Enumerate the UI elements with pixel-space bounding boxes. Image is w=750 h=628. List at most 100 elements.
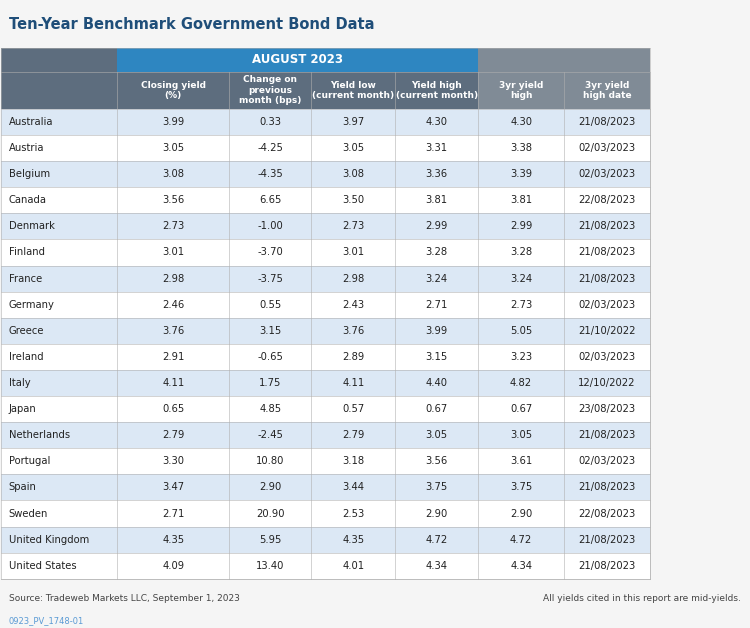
Text: Denmark: Denmark (9, 222, 55, 231)
Text: Netherlands: Netherlands (9, 430, 70, 440)
Text: 22/08/2023: 22/08/2023 (578, 509, 636, 519)
Text: 2.98: 2.98 (162, 274, 184, 284)
Text: Japan: Japan (9, 404, 37, 414)
Text: 0923_PV_1748-01: 0923_PV_1748-01 (9, 616, 84, 625)
Text: 21/08/2023: 21/08/2023 (578, 534, 636, 544)
Text: 2.71: 2.71 (425, 300, 448, 310)
Text: 4.09: 4.09 (162, 561, 184, 571)
Text: 3.05: 3.05 (342, 143, 364, 153)
Text: 3.75: 3.75 (425, 482, 448, 492)
FancyBboxPatch shape (2, 474, 650, 501)
FancyBboxPatch shape (2, 448, 650, 474)
Text: 3.81: 3.81 (510, 195, 532, 205)
FancyBboxPatch shape (2, 109, 650, 135)
Text: 5.05: 5.05 (510, 326, 532, 336)
Text: 3.44: 3.44 (342, 482, 364, 492)
Text: 21/08/2023: 21/08/2023 (578, 430, 636, 440)
Text: 4.35: 4.35 (342, 534, 364, 544)
Text: 3.76: 3.76 (162, 326, 184, 336)
Text: 20.90: 20.90 (256, 509, 285, 519)
FancyBboxPatch shape (2, 344, 650, 370)
Text: 4.30: 4.30 (510, 117, 532, 127)
Text: Germany: Germany (9, 300, 55, 310)
Text: 02/03/2023: 02/03/2023 (578, 457, 635, 467)
Text: 3.28: 3.28 (425, 247, 448, 257)
Text: Spain: Spain (9, 482, 37, 492)
Text: 21/08/2023: 21/08/2023 (578, 222, 636, 231)
FancyBboxPatch shape (478, 48, 650, 72)
FancyBboxPatch shape (2, 187, 650, 214)
Text: Change on
previous
month (bps): Change on previous month (bps) (239, 75, 302, 105)
FancyBboxPatch shape (2, 501, 650, 527)
Text: 2.73: 2.73 (510, 300, 532, 310)
Text: 0.67: 0.67 (510, 404, 532, 414)
Text: Closing yield
(%): Closing yield (%) (141, 80, 206, 100)
Text: 3.97: 3.97 (342, 117, 364, 127)
Text: Italy: Italy (9, 378, 31, 388)
Text: 3.01: 3.01 (342, 247, 364, 257)
Text: 2.98: 2.98 (342, 274, 364, 284)
Text: Greece: Greece (9, 326, 44, 336)
FancyBboxPatch shape (478, 72, 564, 109)
Text: France: France (9, 274, 42, 284)
Text: 21/08/2023: 21/08/2023 (578, 274, 636, 284)
FancyBboxPatch shape (2, 370, 650, 396)
Text: 4.72: 4.72 (510, 534, 532, 544)
Text: -2.45: -2.45 (257, 430, 284, 440)
Text: 3yr yield
high date: 3yr yield high date (583, 80, 632, 100)
Text: 3.24: 3.24 (425, 274, 448, 284)
Text: 3.18: 3.18 (342, 457, 364, 467)
Text: -0.65: -0.65 (257, 352, 284, 362)
Text: 3.30: 3.30 (162, 457, 184, 467)
Text: 2.89: 2.89 (342, 352, 364, 362)
Text: 3.36: 3.36 (425, 169, 448, 179)
Text: 5.95: 5.95 (260, 534, 281, 544)
Text: 2.73: 2.73 (162, 222, 184, 231)
Text: Sweden: Sweden (9, 509, 48, 519)
FancyBboxPatch shape (2, 135, 650, 161)
Text: Source: Tradeweb Markets LLC, September 1, 2023: Source: Tradeweb Markets LLC, September … (9, 594, 240, 604)
Text: 0.33: 0.33 (260, 117, 281, 127)
Text: Ten-Year Benchmark Government Bond Data: Ten-Year Benchmark Government Bond Data (9, 17, 374, 32)
Text: 0.65: 0.65 (162, 404, 184, 414)
Text: 4.35: 4.35 (162, 534, 184, 544)
Text: Belgium: Belgium (9, 169, 50, 179)
Text: 02/03/2023: 02/03/2023 (578, 169, 635, 179)
Text: 4.85: 4.85 (260, 404, 281, 414)
Text: 0.55: 0.55 (260, 300, 281, 310)
Text: 3.05: 3.05 (162, 143, 184, 153)
Text: -4.35: -4.35 (257, 169, 284, 179)
Text: 2.53: 2.53 (342, 509, 364, 519)
Text: 4.40: 4.40 (426, 378, 448, 388)
Text: 2.73: 2.73 (342, 222, 364, 231)
Text: 21/10/2022: 21/10/2022 (578, 326, 636, 336)
Text: AUGUST 2023: AUGUST 2023 (252, 53, 344, 67)
Text: 4.72: 4.72 (425, 534, 448, 544)
Text: 2.91: 2.91 (162, 352, 184, 362)
Text: 2.46: 2.46 (162, 300, 184, 310)
Text: United States: United States (9, 561, 76, 571)
Text: Ireland: Ireland (9, 352, 44, 362)
Text: 13.40: 13.40 (256, 561, 284, 571)
Text: 3.24: 3.24 (510, 274, 532, 284)
FancyBboxPatch shape (2, 553, 650, 579)
Text: 3.39: 3.39 (510, 169, 532, 179)
FancyBboxPatch shape (2, 161, 650, 187)
Text: Yield low
(current month): Yield low (current month) (312, 80, 394, 100)
Text: 3.56: 3.56 (162, 195, 184, 205)
Text: 1.75: 1.75 (260, 378, 281, 388)
Text: 3.61: 3.61 (510, 457, 532, 467)
Text: 2.90: 2.90 (425, 509, 448, 519)
FancyBboxPatch shape (2, 318, 650, 344)
Text: 3.99: 3.99 (162, 117, 184, 127)
Text: 3.99: 3.99 (425, 326, 448, 336)
FancyBboxPatch shape (2, 72, 117, 109)
Text: 12/10/2022: 12/10/2022 (578, 378, 636, 388)
Text: 3.76: 3.76 (342, 326, 364, 336)
FancyBboxPatch shape (2, 266, 650, 291)
Text: Portugal: Portugal (9, 457, 50, 467)
Text: 3.81: 3.81 (425, 195, 448, 205)
Text: 22/08/2023: 22/08/2023 (578, 195, 636, 205)
Text: 10.80: 10.80 (256, 457, 284, 467)
Text: 2.90: 2.90 (510, 509, 532, 519)
